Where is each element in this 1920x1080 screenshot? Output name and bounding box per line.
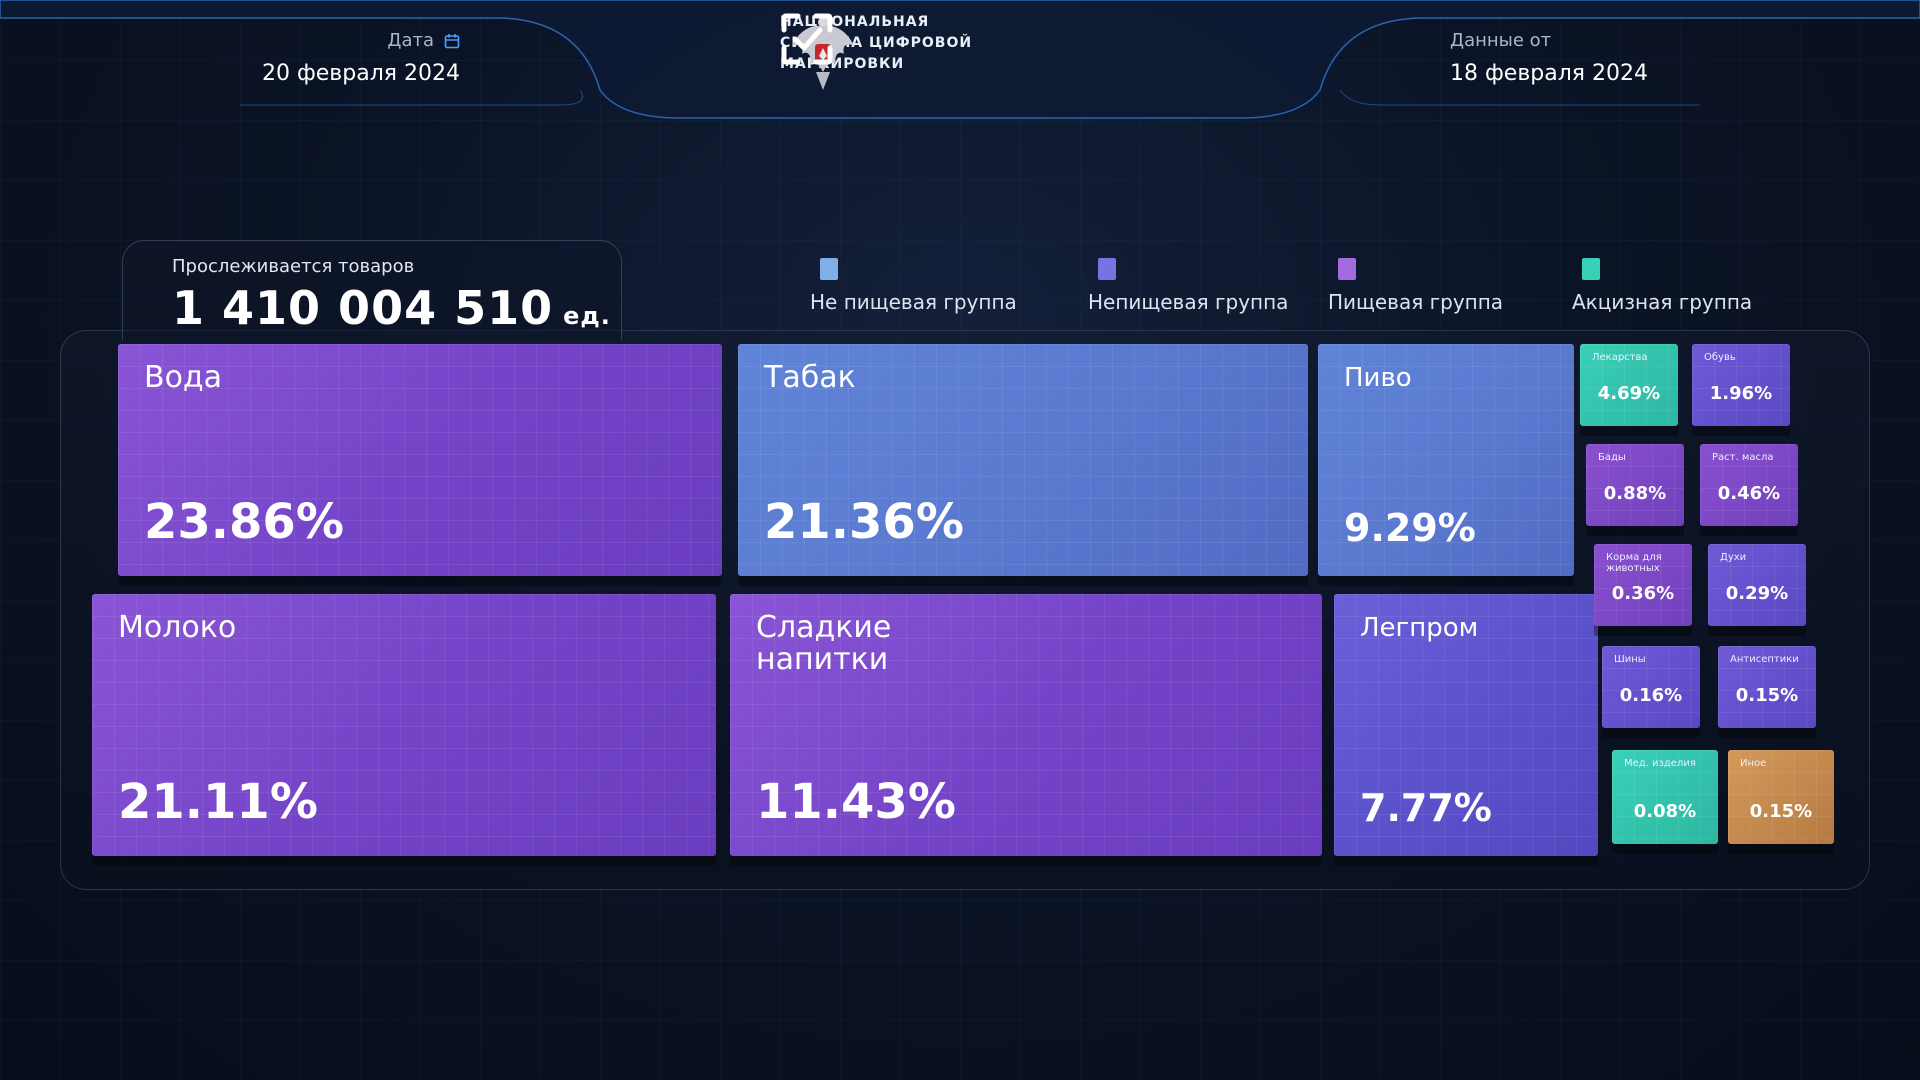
legend-label: Непищевая группа <box>1088 290 1289 314</box>
summary-tab <box>122 240 622 340</box>
tile-name: Легпром <box>1360 613 1479 643</box>
tile-name: Обувь <box>1704 352 1736 363</box>
tile-percent: 0.08% <box>1633 801 1697 822</box>
tile-name: Пиво <box>1344 363 1412 393</box>
legend-label: Акцизная группа <box>1572 290 1753 314</box>
tile-percent: 11.43% <box>756 774 956 830</box>
tile-voda[interactable]: Вода 23.86% <box>118 344 722 576</box>
tile-percent: 9.29% <box>1344 506 1476 550</box>
tile-percent: 0.46% <box>1717 483 1781 504</box>
tile-percent: 0.15% <box>1749 801 1813 822</box>
logo-group: НАЦИОНАЛЬНАЯ СИСТЕМА ЦИФРОВОЙ МАРКИРОВКИ <box>780 12 972 90</box>
tile-name: Вода <box>144 360 223 395</box>
legend-item-food[interactable]: Пищевая группа <box>1328 258 1503 314</box>
tile-percent: 21.36% <box>764 494 964 550</box>
tile-name: Бады <box>1598 452 1626 463</box>
tile-name: Мед. изделия <box>1624 758 1696 769</box>
tile-duhi[interactable]: Духи 0.29% <box>1708 544 1806 626</box>
tracked-summary: Прослеживается товаров 1 410 004 510 ед. <box>172 256 611 335</box>
calendar-icon[interactable] <box>444 33 460 49</box>
tile-antiseptiki[interactable]: Антисептики 0.15% <box>1718 646 1816 728</box>
date-value: 20 февраля 2024 <box>261 61 460 86</box>
legend-item-excise[interactable]: Акцизная группа <box>1572 258 1752 314</box>
tracked-value: 1 410 004 510 <box>172 281 554 335</box>
tile-shiny[interactable]: Шины 0.16% <box>1602 646 1700 728</box>
tile-obuv[interactable]: Обувь 1.96% <box>1692 344 1790 426</box>
tile-name: Корма для животных <box>1606 552 1662 574</box>
coat-of-arms-icon <box>792 17 854 90</box>
tile-percent: 0.15% <box>1735 685 1799 706</box>
tile-sladkie-napitki[interactable]: Сладкие напитки 11.43% <box>730 594 1322 856</box>
tile-name: Иное <box>1740 758 1767 769</box>
tile-percent: 0.88% <box>1603 483 1667 504</box>
tile-name: Молоко <box>118 610 237 645</box>
tile-korma[interactable]: Корма для животных 0.36% <box>1594 544 1692 626</box>
legend-swatch <box>1338 258 1356 280</box>
tile-percent: 1.96% <box>1709 383 1773 404</box>
tile-rast-masla[interactable]: Раст. масла 0.46% <box>1700 444 1798 526</box>
data-from-value: 18 февраля 2024 <box>1450 61 1649 86</box>
data-from-label: Данные от <box>1450 30 1552 51</box>
tile-lekarstva[interactable]: Лекарства 4.69% <box>1580 344 1678 426</box>
tile-tabak[interactable]: Табак 21.36% <box>738 344 1308 576</box>
tracked-label: Прослеживается товаров <box>172 256 415 277</box>
tile-legprom[interactable]: Легпром 7.77% <box>1334 594 1598 856</box>
tile-percent: 0.29% <box>1725 583 1789 604</box>
legend-label: Не пищевая группа <box>810 290 1017 314</box>
tile-bady[interactable]: Бады 0.88% <box>1586 444 1684 526</box>
tile-percent: 21.11% <box>118 774 318 830</box>
legend-item-nonfood[interactable]: Не пищевая группа <box>810 258 1017 314</box>
tile-name: Шины <box>1614 654 1646 665</box>
tile-percent: 0.16% <box>1619 685 1683 706</box>
legend-swatch <box>1582 258 1600 280</box>
legend-swatch <box>1098 258 1116 280</box>
data-from-block: Данные от 18 февраля 2024 <box>1450 30 1710 86</box>
tile-percent: 4.69% <box>1597 383 1661 404</box>
legend-item-nonfood-2[interactable]: Непищевая группа <box>1088 258 1288 314</box>
header-frame <box>0 0 1920 119</box>
tile-inoe[interactable]: Иное 0.15% <box>1728 750 1834 844</box>
tracked-unit: ед. <box>563 302 611 330</box>
tile-percent: 7.77% <box>1360 786 1492 830</box>
legend-label: Пищевая группа <box>1328 290 1504 314</box>
brand-logo[interactable]: НАЦИОНАЛЬНАЯ СИСТЕМА ЦИФРОВОЙ МАРКИРОВКИ <box>780 12 972 75</box>
brand-checkmark-icon <box>781 13 833 65</box>
tile-name: Сладкие напитки <box>756 610 892 677</box>
tile-name: Духи <box>1720 552 1747 563</box>
tile-name: Раст. масла <box>1712 452 1774 463</box>
tile-percent: 0.36% <box>1611 583 1675 604</box>
tile-name: Табак <box>764 360 856 395</box>
tile-moloko[interactable]: Молоко 21.11% <box>92 594 716 856</box>
legend-swatch <box>820 258 838 280</box>
date-label: Дата <box>387 30 434 51</box>
tile-name: Лекарства <box>1592 352 1648 363</box>
tile-pivo[interactable]: Пиво 9.29% <box>1318 344 1574 576</box>
tile-percent: 23.86% <box>144 494 344 550</box>
tile-med-izdeliya[interactable]: Мед. изделия 0.08% <box>1612 750 1718 844</box>
header-bar: Дата 20 февраля 2024 НАЦИОНАЛЬНАЯ <box>0 0 1920 125</box>
current-date-block[interactable]: Дата 20 февраля 2024 <box>250 30 460 86</box>
tile-name: Антисептики <box>1730 654 1799 665</box>
